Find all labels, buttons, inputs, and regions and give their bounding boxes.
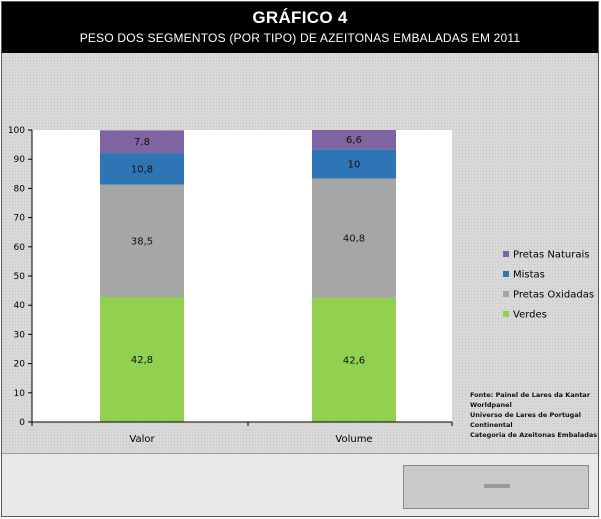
bar-segment-pretas-naturais [312,130,396,150]
source-line: Worldpanel [470,401,512,409]
data-label: 38,5 [131,236,153,247]
data-label: 42,6 [343,355,365,366]
bar-segment-mistas [100,153,184,185]
bar-segment-verdes [312,297,396,422]
data-label: 40,8 [343,234,365,245]
bar-segment-pretas-oxidadas [312,178,396,298]
source-line: Categoria de Azeitonas Embaladas [470,431,598,439]
source-line: Continental [470,421,513,429]
y-tick-label: 60 [14,243,26,253]
source-line: Universo de Lares de Portugal [470,411,581,419]
bar-segment-verdes [100,297,184,422]
bottom-panel [2,453,598,516]
data-label: 10 [348,159,361,170]
source-line: Fonte: Painel de Lares da Kantar [470,391,591,399]
y-tick-label: 70 [14,214,26,224]
data-label: 7,8 [134,137,150,148]
data-label: 10,8 [131,164,153,175]
x-tick-label: Valor [129,434,155,445]
y-tick-label: 20 [14,360,26,370]
y-tick-label: 100 [8,126,25,136]
x-tick-label: Volume [335,434,372,445]
chart-subtitle: PESO DOS SEGMENTOS (POR TIPO) DE AZEITON… [79,31,521,45]
y-tick-label: 80 [14,184,26,194]
logo-mark [484,484,510,488]
y-tick-label: 30 [14,330,26,340]
bar-segment-pretas-naturais [100,130,184,154]
legend-label: Pretas Oxidadas [513,290,594,301]
y-tick-label: 0 [19,418,25,428]
chart-title: GRÁFICO 4 [252,8,348,27]
legend-swatch [503,311,509,317]
data-label: 42,8 [131,355,153,366]
legend-swatch [503,291,509,297]
y-tick-label: 40 [14,301,26,311]
data-label: 6,6 [346,135,362,146]
legend-swatch [503,251,509,257]
legend-label: Pretas Naturais [513,250,589,261]
bar-segment-mistas [312,149,396,179]
legend-swatch [503,271,509,277]
y-tick-label: 50 [14,272,26,282]
logo-box [403,465,589,509]
bar-segment-pretas-oxidadas [100,184,184,298]
legend-label: Mistas [513,270,545,281]
chart-header: GRÁFICO 4 PESO DOS SEGMENTOS (POR TIPO) … [2,2,598,53]
y-tick-label: 10 [14,389,26,399]
y-tick-label: 90 [14,155,26,165]
source-note: Fonte: Painel de Lares da Kantar Worldpa… [470,390,598,440]
legend-label: Verdes [513,310,547,321]
